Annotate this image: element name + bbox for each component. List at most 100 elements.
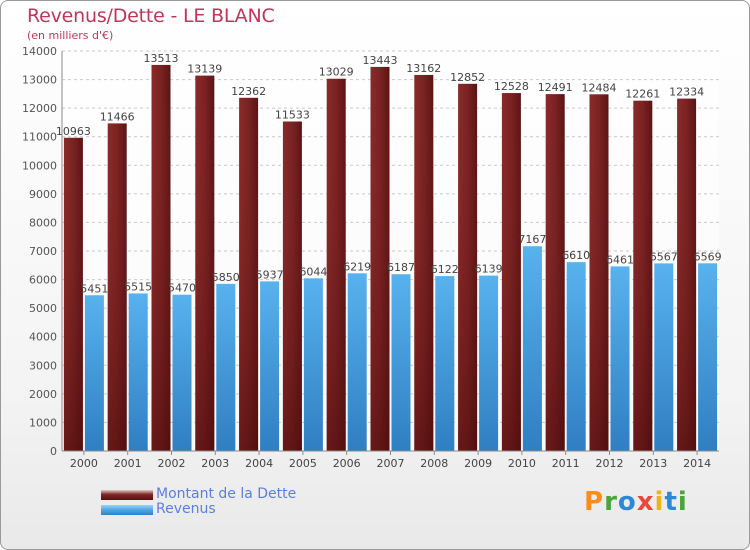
bar-revenue [84, 295, 104, 451]
data-label-debt: 11466 [100, 110, 135, 123]
bar-revenue [216, 283, 236, 451]
x-tick-label: 2000 [70, 457, 98, 470]
data-label-revenue: 6610 [562, 249, 590, 262]
bar-debt-shade [63, 137, 83, 451]
y-tick-label: 11000 [22, 131, 57, 144]
bar-revenue [566, 262, 586, 451]
bar-revenue [128, 293, 148, 451]
data-label-revenue: 6567 [650, 250, 678, 263]
bar-debt-shade [545, 94, 565, 451]
grid-layer [62, 50, 719, 452]
data-label-debt: 11533 [275, 108, 310, 121]
data-label-revenue: 6044 [299, 265, 327, 278]
legend-label-revenue: Revenus [156, 501, 216, 517]
x-tick-label: 2006 [333, 457, 361, 470]
y-tick-label: 1000 [29, 416, 57, 429]
data-label-revenue: 6219 [343, 260, 371, 273]
data-label-debt: 13513 [144, 52, 179, 65]
y-tick-label: 13000 [22, 74, 57, 87]
x-tick-label: 2005 [289, 457, 317, 470]
bar-revenue [610, 266, 630, 451]
logo-letter: i [677, 487, 688, 517]
bar-revenue [654, 263, 674, 451]
y-tick-label: 10000 [22, 159, 57, 172]
data-label-debt: 10963 [56, 125, 91, 138]
bar-debt-shade [458, 83, 478, 452]
proxiti-logo: Proxiti [584, 487, 688, 517]
data-label-debt: 12484 [582, 81, 617, 94]
data-label-debt: 12528 [494, 80, 529, 93]
y-tick-label: 4000 [29, 331, 57, 344]
data-label-revenue: 6569 [694, 250, 722, 263]
data-label-revenue: 6122 [431, 263, 459, 276]
data-label-revenue: 7167 [518, 233, 546, 246]
legend-label-debt: Montant de la Dette [156, 486, 297, 502]
bar-revenue [391, 274, 411, 451]
bar-revenue [303, 278, 323, 451]
data-label-revenue: 6461 [606, 253, 634, 266]
x-tick-label: 2007 [377, 457, 405, 470]
bar-debt-shade [501, 93, 521, 452]
y-tick-label: 12000 [22, 102, 57, 115]
x-tick-label: 2002 [158, 457, 186, 470]
bar-revenue [479, 275, 499, 451]
x-tick-label: 2013 [639, 457, 667, 470]
data-label-debt: 13443 [363, 54, 398, 67]
data-label-revenue: 5451 [80, 282, 108, 295]
y-tick-label: 7000 [29, 245, 57, 258]
bar-debt-shade [239, 97, 259, 452]
data-label-revenue: 6187 [387, 261, 415, 274]
data-label-debt: 13162 [406, 62, 441, 75]
logo-letter: r [604, 487, 618, 517]
y-tick-label: 5000 [29, 302, 57, 315]
legend-swatch-debt [101, 490, 153, 500]
bar-debt-shade [589, 94, 609, 452]
bar-revenue [347, 273, 367, 451]
x-tick-label: 2008 [420, 457, 448, 470]
data-label-revenue: 5470 [168, 282, 196, 295]
logo-letter: o [617, 487, 637, 517]
bar-debt-shade [677, 98, 697, 451]
data-label-debt: 12362 [231, 85, 266, 98]
data-label-debt: 12334 [669, 86, 704, 99]
legend-swatch-revenue [101, 505, 153, 515]
bar-revenue [522, 246, 542, 451]
y-tick-label: 6000 [29, 274, 57, 287]
y-tick-label: 9000 [29, 188, 57, 201]
data-label-revenue: 5515 [124, 280, 152, 293]
x-tick-label: 2012 [596, 457, 624, 470]
y-tick-label: 0 [50, 445, 57, 458]
data-label-debt: 12261 [625, 88, 660, 101]
bar-debt-shade [633, 100, 653, 451]
labels-layer: 10963 5451 11466 5515 13513 5470 13139 5850 1236… [56, 52, 722, 295]
axis-layer: 0 1000 2000 3000 4000 5000 6000 7000 8000 9000 100… [22, 45, 719, 470]
bar-revenue [698, 263, 718, 451]
y-tick-label: 2000 [29, 388, 57, 401]
x-tick-label: 2003 [201, 457, 229, 470]
y-tick-label: 14000 [22, 45, 57, 58]
logo-letter: i [654, 487, 665, 517]
bar-debt-shade [370, 66, 390, 452]
data-label-debt: 13029 [319, 66, 354, 79]
x-tick-label: 2004 [245, 457, 273, 470]
logo-letter: x [636, 487, 655, 517]
y-tick-label: 8000 [29, 216, 57, 229]
data-label-revenue: 5937 [256, 268, 284, 281]
bar-debt-shade [326, 78, 346, 451]
logo-letter: P [584, 487, 605, 517]
x-tick-label: 2001 [114, 457, 142, 470]
chart-subtitle: (en milliers d'€) [27, 29, 114, 42]
bar-revenue [260, 281, 280, 451]
bar-debt-shade [282, 121, 302, 451]
y-tick-label: 3000 [29, 359, 57, 372]
data-label-revenue: 6139 [475, 263, 503, 276]
bars-layer [63, 64, 718, 452]
data-label-debt: 12852 [450, 71, 485, 84]
bar-debt-shade [151, 64, 171, 451]
bar-debt-shade [107, 123, 127, 452]
data-label-debt: 12491 [538, 81, 573, 94]
bar-debt-shade [195, 75, 215, 451]
x-tick-label: 2014 [683, 457, 711, 470]
